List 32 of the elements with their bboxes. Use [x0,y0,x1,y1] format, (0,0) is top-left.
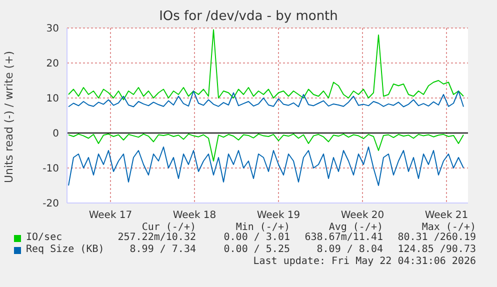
text: Max (-/+) [422,222,476,233]
y-tick-label: 0 [52,128,59,140]
x-tick-label: Week 18 [172,210,216,222]
y-tick-label: 30 [46,24,59,35]
x-tick-label: Week 21 [424,210,468,222]
line-series [68,146,464,186]
text: 0.00 / 3.01 [224,232,290,243]
text: 8.09 / 8.04 [316,244,383,255]
text: Last update: Fri May 22 04:31:06 2026 [253,256,476,267]
y-tick-label: -10 [42,164,59,175]
text: 0.00 / 5.25 [224,244,290,255]
line-series [68,29,464,100]
x-tick-label: Week 19 [256,210,300,222]
chart-title: IOs for /dev/vda - by month [158,9,339,24]
line-series [68,134,464,162]
text: 257.22m/10.32 [118,232,196,243]
y-tick-label: 20 [46,58,59,70]
text: Min (-/+) [236,222,290,233]
legend-label: IO/sec [26,232,62,243]
x-tick-label: Week 17 [88,210,132,222]
text: 80.31 /260.19 [398,232,476,243]
text: 638.67m/11.41 [304,232,383,243]
text: 8.99 / 7.34 [130,244,196,255]
line-series [68,90,464,108]
legend-label: Req Size (KB) [26,244,104,255]
text: Cur (-/+) [142,222,196,233]
text: 124.85 /90.73 [398,244,476,255]
y-axis-title: Units read (-) / write (+) [2,50,16,184]
y-tick-label: 10 [46,94,59,105]
x-tick-label: Week 20 [340,210,384,222]
y-tick-label: -20 [42,198,59,210]
text: Avg (-/+) [328,222,383,233]
